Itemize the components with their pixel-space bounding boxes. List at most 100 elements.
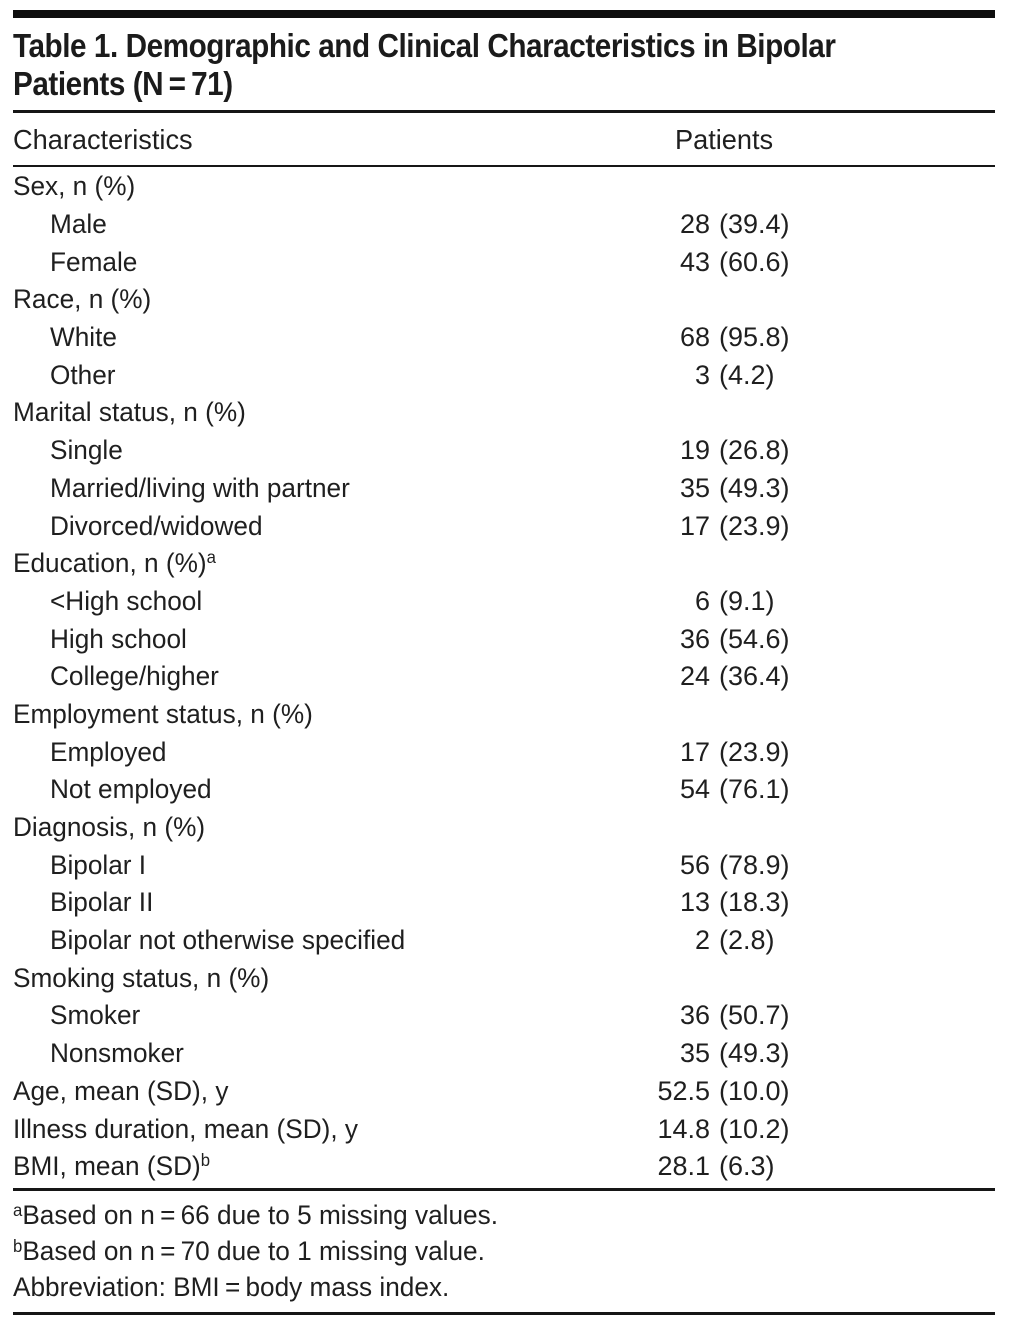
row-value: 52.5 (10.0) [654,1076,995,1107]
value-percent: (39.4) [719,209,790,240]
row-label: Bipolar II [50,887,154,918]
column-header-characteristics: Characteristics [13,124,193,155]
row-value: 17 (23.9) [654,511,995,542]
rule-below-title [13,110,995,113]
table-title-line2: Patients (N = 71) [13,65,233,102]
table-row: Married/living with partner 35 (49.3) [13,470,995,508]
bottom-rule [13,1311,995,1315]
table-row: Other 3 (4.2) [13,356,995,394]
footnote: aBased on n = 66 due to 5 missing values… [13,1199,498,1230]
value-count: 35 [679,1038,710,1069]
value-count: 36 [679,1000,710,1031]
row-label: Other [50,359,116,390]
row-label: Age, mean (SD), y [13,1075,229,1106]
value-count: 43 [679,246,710,277]
column-header-patients: Patients [675,124,774,155]
row-label: Diagnosis, n (%) [13,812,206,843]
row-label: <High school [50,585,203,616]
value-percent: (2.8) [719,925,775,956]
footnote-marker: b [200,1149,211,1170]
table-row: Smoker 36 (50.7) [13,997,995,1035]
footnote-marker: a [206,546,216,567]
value-percent: (4.2) [719,359,775,390]
row-value: 36 (50.7) [654,1000,995,1031]
row-value: 24 (36.4) [654,661,995,692]
row-value: 35 (49.3) [654,473,995,504]
value-percent: (49.3) [719,472,790,503]
row-value: 19 (26.8) [654,435,995,466]
rule-below-header [13,165,995,167]
table-row: Male 28 (39.4) [13,206,995,244]
row-value: 36 (54.6) [654,624,995,655]
value-percent: (78.9) [719,849,790,880]
table-row: Marital status, n (%) [13,394,995,432]
table-row: Smoking status, n (%) [13,959,995,997]
table-sheet: Table 1. Demographic and Clinical Charac… [0,10,1009,1315]
value-count: 14.8 [657,1113,710,1144]
row-label: Illness duration, mean (SD), y [13,1113,358,1144]
row-value: 13 (18.3) [654,887,995,918]
footnote: Abbreviation: BMI = body mass index. [13,1271,450,1302]
table-row: Divorced/widowed 17 (23.9) [13,507,995,545]
value-percent: (36.4) [719,661,790,692]
value-count: 3 [694,359,710,390]
value-percent: (49.3) [719,1038,790,1069]
top-black-bar [13,10,995,18]
value-percent: (50.7) [719,1000,790,1031]
value-percent: (23.9) [719,736,790,767]
row-value: 3 (4.2) [654,360,995,391]
value-percent: (23.9) [719,510,790,541]
row-value: 14.8 (10.2) [654,1114,995,1145]
row-value: 43 (60.6) [654,247,995,278]
row-label: Single [50,435,123,466]
row-value: 56 (78.9) [654,850,995,881]
table-row: <High school 6 (9.1) [13,583,995,621]
table-row: Female 43 (60.6) [13,243,995,281]
value-count: 28.1 [657,1151,710,1182]
table-row: Sex, n (%) [13,168,995,206]
footnotes: aBased on n = 66 due to 5 missing values… [13,1191,995,1305]
table-row: High school 36 (54.6) [13,620,995,658]
row-label: White [50,322,117,353]
row-label: BMI, mean (SD)b [13,1149,211,1182]
value-count: 6 [694,585,710,616]
table-row: White 68 (95.8) [13,319,995,357]
table-row: Bipolar I 56 (78.9) [13,846,995,884]
value-count: 56 [679,849,710,880]
value-count: 28 [679,209,710,240]
row-value: 28.1 (6.3) [654,1151,995,1182]
table-row: Illness duration, mean (SD), y 14.8 (10.2) [13,1110,995,1148]
row-value: 6 (9.1) [654,586,995,617]
value-percent: (26.8) [719,435,790,466]
footnote-marker: b [13,1235,23,1256]
value-percent: (54.6) [719,623,790,654]
row-label: Employment status, n (%) [13,698,313,729]
table-row: Bipolar not otherwise specified 2 (2.8) [13,922,995,960]
footnote-marker: a [13,1199,23,1220]
table-title-line1: Table 1. Demographic and Clinical Charac… [13,27,836,64]
table-row: Nonsmoker 35 (49.3) [13,1035,995,1073]
table-row: Age, mean (SD), y 52.5 (10.0) [13,1073,995,1111]
row-value: 28 (39.4) [654,209,995,240]
row-value: 54 (76.1) [654,774,995,805]
row-label: Smoker [50,1000,141,1031]
value-count: 24 [679,661,710,692]
value-count: 2 [694,925,710,956]
row-label: College/higher [50,661,219,692]
row-label: Race, n (%) [13,284,152,315]
value-count: 13 [679,887,710,918]
table-row: Employed 17 (23.9) [13,733,995,771]
row-label: Education, n (%)a [13,546,216,579]
column-header-row: Characteristics Patients [13,113,995,165]
table-row: Single 19 (26.8) [13,432,995,470]
table-row: Employment status, n (%) [13,696,995,734]
table-row: Race, n (%) [13,281,995,319]
row-label: Bipolar I [50,849,147,880]
value-percent: (60.6) [719,246,790,277]
row-label: Nonsmoker [50,1038,184,1069]
table-row: BMI, mean (SD)b 28.1 (6.3) [13,1148,995,1186]
value-count: 19 [679,435,710,466]
row-label: Smoking status, n (%) [13,962,270,993]
row-label: Sex, n (%) [13,171,136,202]
value-count: 52.5 [657,1075,710,1106]
